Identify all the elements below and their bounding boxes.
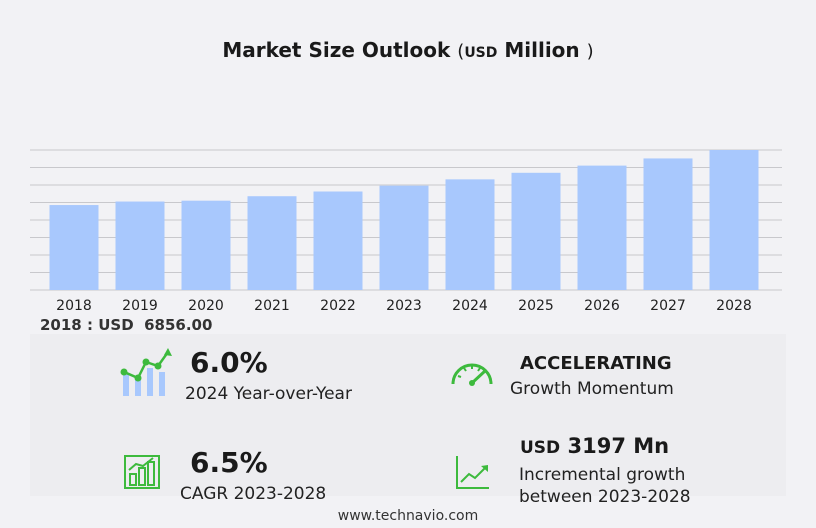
base-value: 6856.00 (144, 316, 213, 334)
yoy-label: 2024 Year-over-Year (185, 384, 352, 404)
bar-2020 (181, 200, 231, 290)
bar-2024 (445, 179, 495, 290)
x-tick-label: 2025 (518, 298, 554, 314)
base-year: 2018 (40, 316, 82, 334)
bar-2019 (115, 201, 165, 290)
bar-2025 (511, 172, 561, 290)
title-open-paren: ( (457, 41, 465, 62)
title-scale: Million (504, 38, 580, 62)
title-close-paren: ) (586, 41, 594, 62)
x-tick-label: 2022 (320, 298, 356, 314)
chart-title: Market Size Outlook (USD Million ) (0, 38, 816, 62)
bar-2026 (577, 165, 627, 290)
incremental-label-line1: Incremental growth (519, 465, 686, 485)
growth-dots-icon (120, 348, 172, 396)
bar-2022 (313, 191, 363, 290)
x-tick-label: 2027 (650, 298, 686, 314)
cagr-label: CAGR 2023-2028 (180, 484, 327, 504)
x-tick-label: 2020 (188, 298, 224, 314)
x-tick-label: 2018 (56, 298, 92, 314)
incremental-value: USD 3197 Mn (520, 434, 669, 458)
bar-2018 (49, 205, 99, 290)
bar-2028 (709, 150, 759, 290)
x-tick-label: 2026 (584, 298, 620, 314)
momentum-value: ACCELERATING (520, 353, 672, 374)
incremental-currency: USD (520, 438, 561, 458)
base-year-value: 2018 : USD 6856.00 (40, 316, 212, 334)
base-currency: USD (98, 316, 134, 334)
chart-title-main: Market Size Outlook (222, 38, 451, 62)
bar-chart: 2018 2019 2020 2021 2022 2023 2024 2025 2026 2027… (30, 149, 782, 314)
x-tick-label: 2023 (386, 298, 422, 314)
x-tick-label: 2021 (254, 298, 290, 314)
incremental-amount: 3197 Mn (567, 434, 670, 458)
bar-2023 (379, 185, 429, 290)
cagr-value: 6.5% (190, 446, 268, 479)
stats-panel (30, 334, 786, 496)
x-tick-label: 2024 (452, 298, 488, 314)
momentum-label: Growth Momentum (510, 379, 674, 399)
speedometer-icon (451, 363, 493, 386)
incremental-label-line2: between 2023-2028 (519, 487, 691, 507)
trend-line-icon (456, 456, 489, 489)
base-separator: : (86, 316, 93, 334)
bar-2021 (247, 196, 297, 290)
x-tick-label: 2028 (716, 298, 752, 314)
x-tick-label: 2019 (122, 298, 158, 314)
title-currency: USD (464, 45, 498, 61)
yoy-value: 6.0% (190, 346, 268, 379)
footer-url: www.technavio.com (337, 508, 479, 524)
bar-2027 (643, 158, 693, 290)
bar-growth-icon (124, 455, 160, 489)
